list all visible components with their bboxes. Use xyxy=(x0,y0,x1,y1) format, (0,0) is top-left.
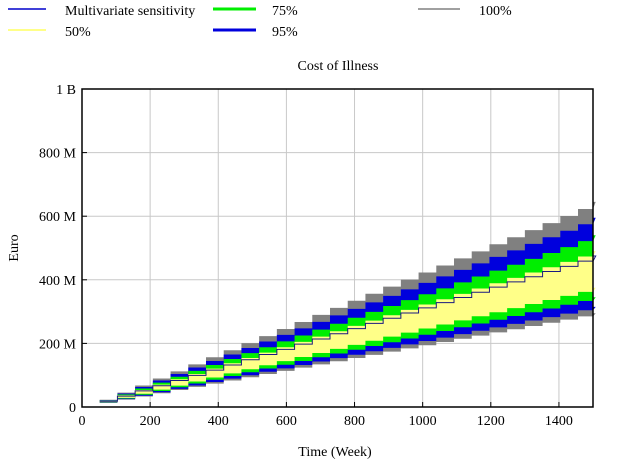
legend-label-95: 95% xyxy=(272,25,298,40)
y-tick-label-5: 1 B xyxy=(56,83,76,98)
legend-label-50: 50% xyxy=(65,25,91,40)
y-axis-label: Euro xyxy=(7,234,22,261)
x-tick-label-1200: 1200 xyxy=(477,414,505,429)
plot-frame xyxy=(81,88,594,408)
band-75pct xyxy=(99,235,596,403)
legend-label-75: 75% xyxy=(272,4,298,19)
bands xyxy=(99,201,596,403)
y-tick-label-4: 800 M xyxy=(39,147,77,162)
legend-item-95: 95% xyxy=(213,25,298,40)
x-tick-label-1000: 1000 xyxy=(409,414,437,429)
band-50pct xyxy=(99,251,596,402)
legend-item-multivariate: Multivariate sensitivity xyxy=(8,4,195,19)
series-lines xyxy=(99,255,597,402)
legend-item-50: 50% xyxy=(8,25,91,40)
y-tick-label-3: 600 M xyxy=(39,210,77,225)
line-multivariate-sensitivity xyxy=(99,255,597,402)
x-tick-label-1400: 1400 xyxy=(545,414,573,429)
legend-label-multivariate: Multivariate sensitivity xyxy=(65,4,195,19)
y-tick-label-2: 400 M xyxy=(39,274,77,289)
x-axis: 0 200 400 600 800 1000 1200 1400 xyxy=(79,402,573,429)
y-axis: 0 200 M 400 M 600 M 800 M 1 B xyxy=(39,83,87,416)
legend-item-100: 100% xyxy=(418,4,512,19)
band-95pct xyxy=(99,217,596,403)
chart-title: Cost of Illness xyxy=(298,59,379,74)
y-tick-label-0: 0 xyxy=(69,401,76,416)
x-tick-label-400: 400 xyxy=(208,414,229,429)
y-tick-label-1: 200 M xyxy=(39,337,77,352)
legend-item-75: 75% xyxy=(213,4,298,19)
legend: Multivariate sensitivity 75% 100% 50% 95… xyxy=(8,4,512,40)
band-100pct xyxy=(99,201,596,403)
x-tick-label-800: 800 xyxy=(344,414,365,429)
x-tick-label-0: 0 xyxy=(79,414,86,429)
x-tick-label-200: 200 xyxy=(140,414,161,429)
x-axis-label: Time (Week) xyxy=(298,445,372,460)
x-tick-label-600: 600 xyxy=(276,414,297,429)
legend-label-100: 100% xyxy=(479,4,512,19)
